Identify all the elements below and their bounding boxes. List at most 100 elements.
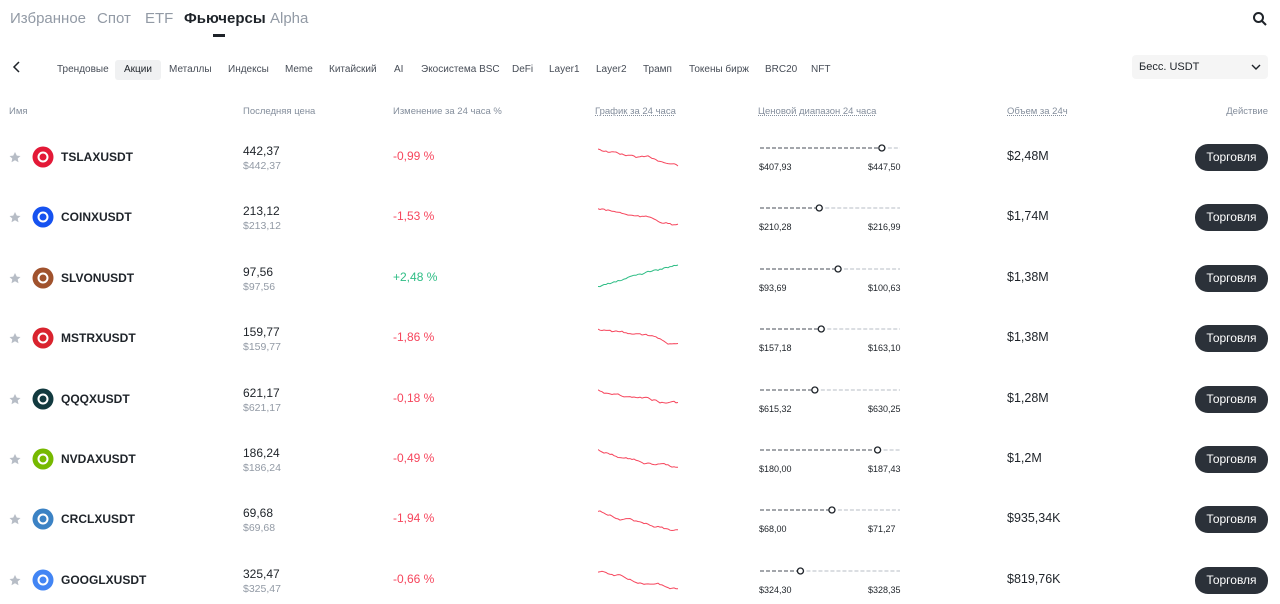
trade-button[interactable]: Торговля bbox=[1195, 446, 1268, 473]
symbol[interactable]: MSTRXUSDT bbox=[61, 331, 136, 346]
coin-icon-inner bbox=[37, 574, 49, 586]
range-marker bbox=[815, 204, 823, 213]
symbol[interactable]: CRCLXUSDT bbox=[61, 512, 135, 527]
change-24h: -0,66 % bbox=[393, 571, 435, 586]
filter-chip[interactable]: AI bbox=[394, 64, 404, 75]
range-high: $447,50 bbox=[868, 162, 901, 172]
volume: $1,38M bbox=[1007, 269, 1049, 284]
last-price: 69,68 bbox=[243, 506, 274, 521]
price-usd: $159,77 bbox=[243, 341, 281, 354]
price-usd: $621,17 bbox=[243, 401, 281, 414]
dropdown[interactable]: Бесс. USDT bbox=[1132, 55, 1268, 79]
filter-chip[interactable]: Трендовые bbox=[57, 64, 109, 75]
filter-chip[interactable]: Акции bbox=[115, 60, 161, 80]
sparkline-path bbox=[598, 208, 679, 226]
column-header: Действие bbox=[1226, 106, 1268, 117]
nav-tab[interactable]: Alpha bbox=[270, 10, 309, 27]
change-24h: -1,53 % bbox=[393, 209, 435, 224]
symbol[interactable]: GOOGLXUSDT bbox=[61, 572, 147, 587]
coin-icon-inner bbox=[37, 151, 49, 163]
row-icons bbox=[9, 569, 54, 591]
trade-button[interactable]: Торговля bbox=[1195, 204, 1268, 232]
favorite-star bbox=[9, 574, 21, 585]
last-price: 621,17 bbox=[243, 385, 280, 400]
filter-chip[interactable]: NFT bbox=[811, 64, 831, 75]
volume: $819,76K bbox=[1007, 571, 1061, 586]
filter-chip[interactable]: Экосистема BSC bbox=[421, 64, 500, 75]
price-usd: $186,24 bbox=[243, 462, 281, 474]
range-marker bbox=[811, 385, 819, 394]
symbol[interactable]: TSLAXUSDT bbox=[61, 150, 133, 164]
dropdown-label: Бесс. USDT bbox=[1139, 61, 1200, 73]
range-high: $630,25 bbox=[868, 403, 901, 414]
filter-chip[interactable]: Трамп bbox=[643, 64, 672, 75]
filter-chip[interactable]: Layer2 bbox=[596, 64, 627, 75]
sparkline-path bbox=[598, 328, 679, 345]
coin-icon bbox=[32, 146, 54, 168]
row-icons bbox=[9, 206, 54, 228]
symbol[interactable]: QQQXUSDT bbox=[61, 391, 130, 406]
change-24h: -1,94 % bbox=[393, 511, 435, 526]
price-range bbox=[760, 446, 900, 454]
dropdown-arrow bbox=[1251, 64, 1261, 70]
trade-button[interactable]: Торговля bbox=[1195, 325, 1268, 353]
row-icons bbox=[9, 508, 54, 530]
coin-icon bbox=[32, 508, 54, 530]
symbol[interactable]: NVDAXUSDT bbox=[61, 452, 136, 466]
filter-chip[interactable]: Индексы bbox=[228, 64, 269, 75]
filter-chip[interactable]: Layer1 bbox=[549, 64, 580, 75]
column-header[interactable]: Объем за 24ч bbox=[1007, 106, 1068, 117]
nav-tab[interactable]: ETF bbox=[145, 10, 174, 27]
price-range bbox=[760, 506, 900, 515]
filter-chip[interactable]: Токены бирж bbox=[689, 64, 749, 75]
range-low: $93,69 bbox=[759, 282, 787, 293]
trade-button[interactable]: Торговля bbox=[1195, 264, 1268, 292]
nav-tab[interactable]: Избранное bbox=[10, 10, 87, 27]
price-range bbox=[760, 144, 900, 152]
column-header[interactable]: Последняя цена bbox=[243, 106, 316, 117]
change-24h: -0,18 % bbox=[393, 390, 435, 405]
sparkline-path bbox=[598, 570, 679, 590]
volume: $1,2M bbox=[1007, 451, 1042, 465]
price-usd: $442,37 bbox=[243, 160, 281, 172]
coin-icon bbox=[32, 206, 54, 228]
range-low: $407,93 bbox=[759, 162, 792, 172]
trade-button[interactable]: Торговля bbox=[1195, 566, 1268, 594]
favorite-star bbox=[9, 152, 21, 163]
volume: $1,28M bbox=[1007, 390, 1049, 405]
trade-button[interactable]: Торговля bbox=[1195, 144, 1268, 171]
filter-chip[interactable]: Металлы bbox=[169, 64, 212, 75]
price-range bbox=[760, 567, 900, 575]
range-marker bbox=[834, 265, 842, 273]
favorite-star bbox=[9, 333, 21, 344]
sparkline bbox=[598, 264, 679, 287]
symbol[interactable]: SLVONUSDT bbox=[61, 270, 135, 285]
favorite-star bbox=[9, 212, 21, 223]
volume: $935,34K bbox=[1007, 511, 1061, 526]
favorite-star bbox=[9, 393, 21, 404]
symbol[interactable]: COINXUSDT bbox=[61, 210, 132, 225]
nav-tab[interactable]: Спот bbox=[97, 10, 131, 27]
arrow bbox=[1251, 64, 1261, 70]
scroll-left[interactable] bbox=[12, 61, 22, 73]
trade-button[interactable]: Торговля bbox=[1195, 506, 1268, 534]
sparkline bbox=[598, 449, 679, 468]
range-low: $210,28 bbox=[759, 222, 792, 233]
coin-icon-inner bbox=[37, 332, 49, 344]
filter-chip[interactable]: DeFi bbox=[512, 64, 534, 75]
filter-chip[interactable]: BRC20 bbox=[765, 64, 798, 75]
trade-button[interactable]: Торговля bbox=[1195, 385, 1268, 413]
coin-icon-inner bbox=[37, 513, 49, 525]
column-header[interactable]: Изменение за 24 часа % bbox=[393, 106, 502, 117]
range-high: $100,63 bbox=[868, 282, 901, 293]
column-header: График за 24 часа bbox=[595, 106, 676, 117]
filter-chip[interactable]: Китайский bbox=[329, 64, 377, 75]
nav-tab[interactable]: Фьючерсы bbox=[184, 10, 266, 27]
sparkline bbox=[598, 510, 678, 532]
range-high: $71,27 bbox=[868, 524, 896, 535]
filter-chip[interactable]: Meme bbox=[285, 64, 313, 75]
change-24h: -1,86 % bbox=[393, 330, 435, 345]
row-icons bbox=[9, 327, 54, 349]
sparkline-path bbox=[598, 388, 679, 404]
search-icon[interactable] bbox=[1252, 11, 1268, 27]
